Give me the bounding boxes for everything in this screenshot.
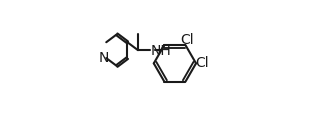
- Text: N: N: [99, 51, 110, 65]
- Text: NH: NH: [150, 44, 171, 58]
- Text: Cl: Cl: [195, 56, 209, 70]
- Text: Cl: Cl: [180, 33, 194, 47]
